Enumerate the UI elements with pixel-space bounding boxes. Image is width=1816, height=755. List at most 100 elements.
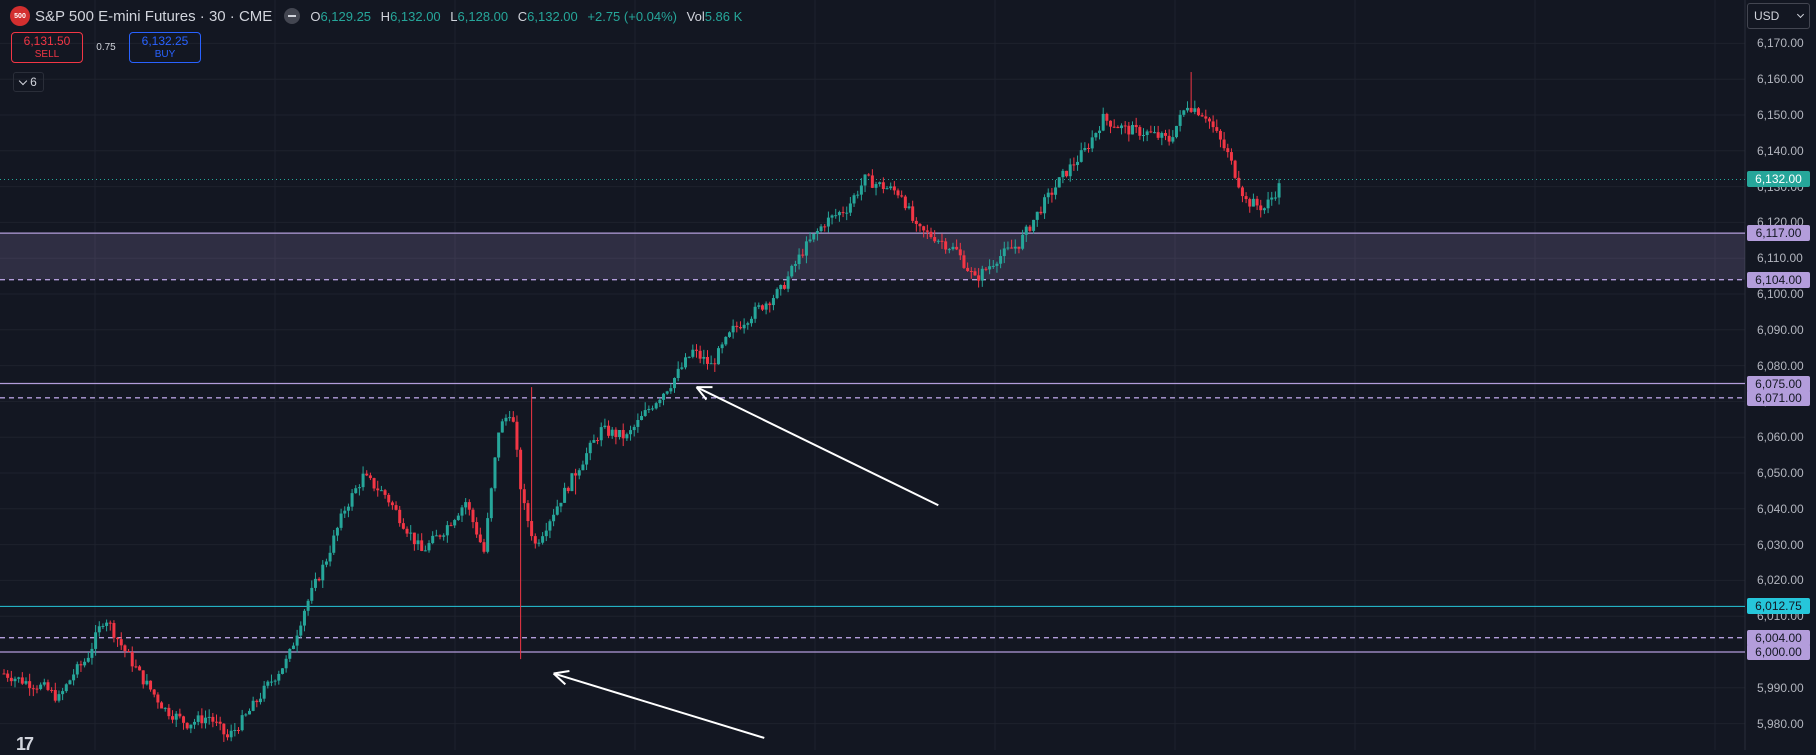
candle-body xyxy=(1186,108,1189,110)
level-price-label: 6,104.00 xyxy=(1747,272,1810,288)
candle-body xyxy=(515,422,518,450)
candle-body xyxy=(878,182,881,184)
candle-body xyxy=(501,421,504,432)
candle-body xyxy=(259,699,262,702)
candle-body xyxy=(746,323,749,325)
candle-body xyxy=(292,646,295,649)
candle-body xyxy=(669,388,672,391)
candle-body xyxy=(988,266,991,269)
candle-body xyxy=(167,708,170,716)
candle-body xyxy=(512,417,515,422)
candle-body xyxy=(1179,115,1182,126)
candle-body xyxy=(940,241,943,242)
candle-body xyxy=(845,213,848,214)
currency-select[interactable]: USD xyxy=(1747,3,1810,29)
candle-body xyxy=(299,626,302,636)
candle-body xyxy=(68,680,71,684)
candle-body xyxy=(886,188,889,189)
candle-body xyxy=(798,255,801,264)
candle-body xyxy=(1131,125,1134,134)
buy-button[interactable]: 6,132.25 BUY xyxy=(129,32,201,63)
candle-body xyxy=(699,351,702,359)
high-label: H xyxy=(381,9,390,24)
candle-body xyxy=(314,579,317,588)
candle-body xyxy=(966,268,969,271)
candle-body xyxy=(215,722,218,723)
candle-body xyxy=(1230,152,1233,161)
symbol-title[interactable]: S&P 500 E-mini Futures · 30 · CME xyxy=(35,8,272,25)
candle-body xyxy=(424,550,427,551)
candle-body xyxy=(241,715,244,730)
candle-body xyxy=(497,433,500,458)
candle-body xyxy=(900,195,903,196)
indicators-toggle-button[interactable]: 6 xyxy=(13,72,44,92)
candle-body xyxy=(101,626,104,627)
candle-body xyxy=(849,203,852,212)
candle-body xyxy=(721,344,724,348)
candle-body xyxy=(395,505,398,510)
candle-body xyxy=(1061,171,1064,177)
candle-body xyxy=(1278,183,1281,197)
candle-body xyxy=(680,367,683,368)
y-tick-label: 6,150.00 xyxy=(1757,108,1804,122)
candle-body xyxy=(933,237,936,241)
candle-body xyxy=(530,521,533,536)
candle-body xyxy=(369,475,372,478)
candle-body xyxy=(138,666,141,670)
candle-body xyxy=(1054,187,1057,194)
open-label: O xyxy=(310,9,320,24)
candle-body xyxy=(343,511,346,514)
candle-body xyxy=(578,470,581,475)
candle-body xyxy=(255,701,258,702)
candle-body xyxy=(1010,248,1013,249)
candle-body xyxy=(244,714,247,715)
candle-body xyxy=(435,535,438,536)
candle-body xyxy=(17,677,20,678)
candle-body xyxy=(409,533,412,534)
candle-body xyxy=(519,450,522,489)
candle-body xyxy=(149,681,152,690)
candle-body xyxy=(160,702,163,708)
candle-body xyxy=(706,357,709,364)
candle-body xyxy=(131,652,134,666)
candle-body xyxy=(897,190,900,195)
candle-body xyxy=(713,363,716,364)
candle-body xyxy=(277,674,280,681)
candle-body xyxy=(94,632,97,649)
candle-body xyxy=(178,714,181,717)
candle-body xyxy=(1021,235,1024,249)
candle-body xyxy=(288,649,291,659)
candle-body xyxy=(618,430,621,437)
candle-body xyxy=(1102,114,1105,131)
candle-body xyxy=(864,174,867,185)
open-value: 6,129.25 xyxy=(320,9,371,24)
candle-body xyxy=(43,682,46,684)
candle-body xyxy=(365,474,368,476)
candle-body xyxy=(955,247,958,250)
candle-body xyxy=(354,488,357,493)
candle-body xyxy=(724,337,727,344)
candle-body xyxy=(611,430,614,436)
close-label: C xyxy=(518,9,527,24)
candle-body xyxy=(827,218,830,227)
collapse-legend-button[interactable] xyxy=(284,8,300,24)
candle-body xyxy=(329,553,332,562)
candle-body xyxy=(1138,127,1141,136)
candle-body xyxy=(39,685,42,689)
candle-body xyxy=(1028,227,1031,231)
sell-button[interactable]: 6,131.50 SELL xyxy=(11,32,83,63)
candle-body xyxy=(226,734,229,737)
candle-body xyxy=(61,691,64,694)
y-tick-label: 6,080.00 xyxy=(1757,359,1804,373)
candle-body xyxy=(87,658,90,662)
candle-body xyxy=(98,626,101,632)
y-tick-label: 5,980.00 xyxy=(1757,717,1804,731)
candle-body xyxy=(1120,125,1123,128)
currency-value: USD xyxy=(1754,9,1779,23)
candle-body xyxy=(266,682,269,686)
candle-body xyxy=(156,695,159,703)
last-price-label: 6,132.00 xyxy=(1747,171,1810,187)
candle-body xyxy=(1263,208,1266,210)
candle-body xyxy=(750,319,753,323)
